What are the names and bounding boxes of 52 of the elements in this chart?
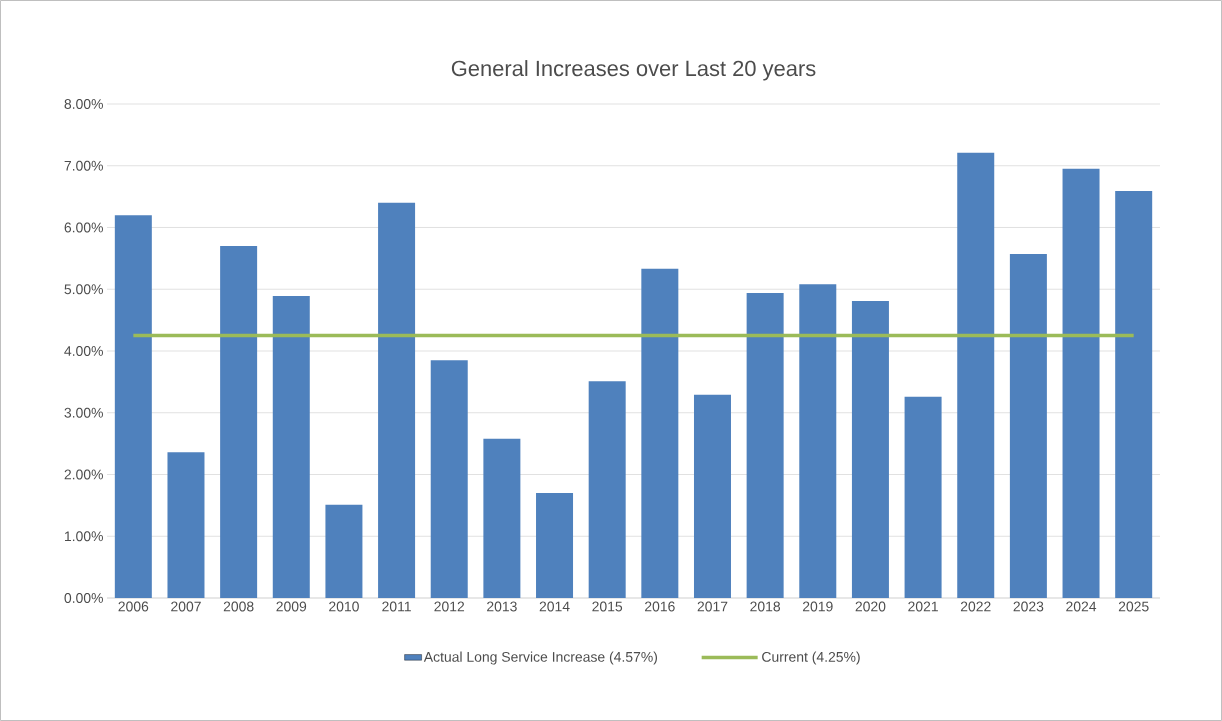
bar [693,394,731,598]
x-tick-label: 2013 [487,601,517,612]
x-tick-label: 2012 [434,601,465,612]
bar [904,396,942,598]
bar [536,493,574,598]
bar [1009,254,1047,598]
x-tick-label: 2022 [960,601,991,612]
x-tick-label: 2019 [802,601,833,612]
x-tick-label: 2010 [329,601,359,612]
bar [1062,168,1100,598]
x-tick-label: 2024 [1066,601,1097,612]
bar [1115,191,1153,598]
x-tick-label: 2021 [908,601,938,612]
y-tick-label: 5.00% [64,284,103,295]
x-tick-label: 2016 [645,601,675,612]
chart-title: General Increases over Last 20 years [451,60,816,81]
y-tick-label: 2.00% [64,469,103,480]
y-tick-label: 4.00% [64,346,103,356]
x-tick-label: 2025 [1118,601,1149,612]
x-tick-label: 2014 [539,601,570,612]
bar [325,504,363,598]
x-tick-label: 2015 [592,601,623,612]
bar [114,215,152,598]
bar [220,246,258,598]
y-tick-label: 7.00% [64,160,103,171]
x-tick-label: 2009 [276,601,307,612]
bar [851,300,889,598]
x-tick-label: 2006 [118,601,149,612]
bar [799,284,837,598]
x-tick-label: 2008 [223,601,254,612]
x-tick-label: 2011 [382,601,411,612]
legend-label: Current (4.25%) [762,651,860,665]
x-tick-label: 2007 [171,601,201,612]
x-tick-label: 2018 [750,601,781,612]
y-tick-label: 3.00% [64,407,103,418]
bar [588,381,626,598]
bar [483,438,521,598]
x-tick-label: 2020 [855,601,886,612]
y-tick-label: 1.00% [64,531,103,542]
bar [957,152,995,598]
legend-label: Actual Long Service Increase (4.57%) [423,651,658,665]
y-tick-label: 8.00% [64,99,103,109]
bar [641,268,679,598]
bar [378,202,416,598]
bar [272,296,310,598]
x-tick-label: 2023 [1013,601,1044,612]
bar [167,452,205,598]
x-tick-label: 2017 [697,601,728,612]
y-tick-label: 6.00% [64,222,103,233]
bar [430,360,468,598]
bar [746,292,784,598]
y-tick-label: 0.00% [64,593,103,603]
